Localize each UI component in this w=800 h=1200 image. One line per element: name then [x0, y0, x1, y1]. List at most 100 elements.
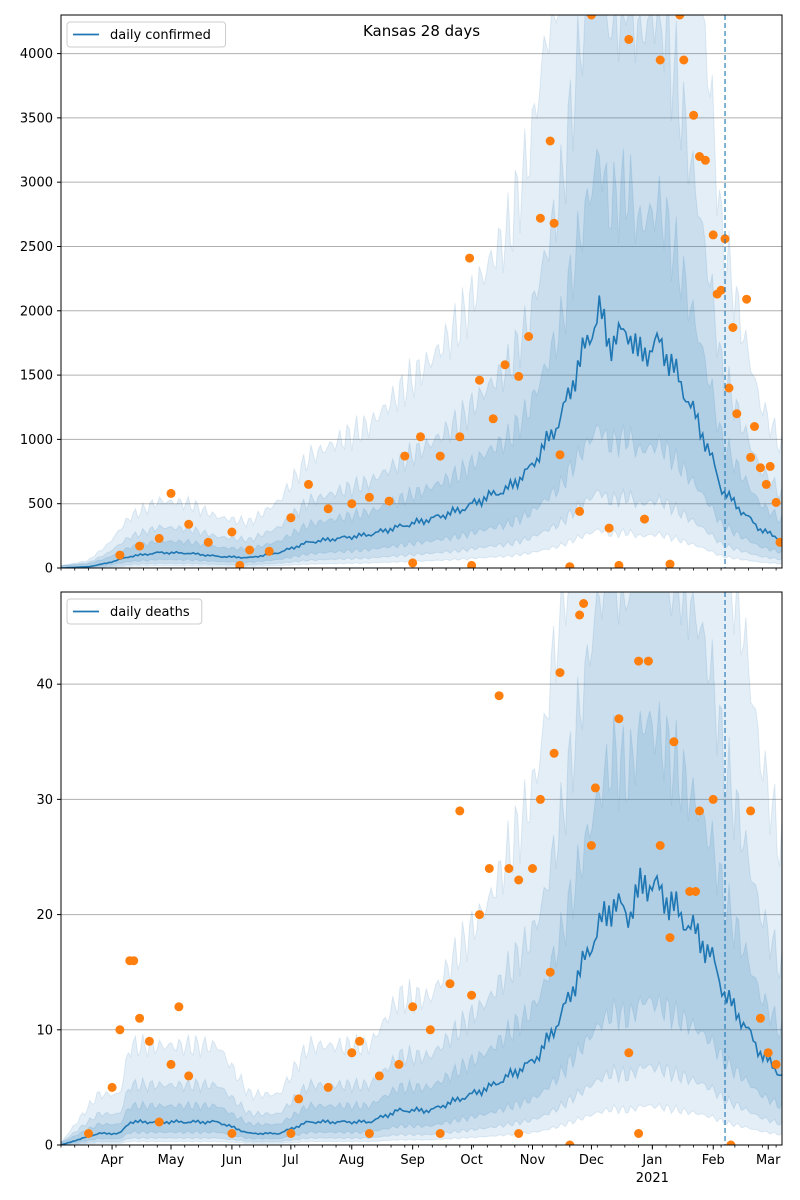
scatter-point-4 — [135, 1013, 145, 1023]
x-tick-label-1: May — [158, 1153, 185, 1168]
scatter-point-5 — [144, 1036, 154, 1046]
x-tick-label-11: Mar — [756, 1153, 781, 1168]
scatter-point-0 — [115, 550, 125, 560]
chart-panel-1: 0 500 1000 1500 2000 2500 3000 3500 4000 Kansas 2… — [20, 14, 783, 577]
scatter-point-29 — [555, 668, 565, 678]
scatter-point-30 — [575, 610, 585, 620]
scatter-point-39 — [700, 155, 710, 165]
scatter-point-26 — [535, 794, 545, 804]
scatter-point-27 — [545, 967, 555, 977]
axes-frame — [60, 14, 783, 569]
scatter-point-30 — [586, 15, 596, 20]
y-tick-label-4: 2000 — [20, 304, 53, 319]
scatter-point-26 — [545, 136, 555, 146]
scatter-point-13 — [364, 492, 374, 502]
scatter-point-1 — [115, 1025, 125, 1035]
scatter-point-37 — [689, 110, 699, 120]
scatter-point-33 — [590, 783, 600, 793]
scatter-point-8 — [184, 1071, 194, 1081]
scatter-point-33 — [640, 514, 649, 524]
scatter-point-56 — [408, 558, 418, 568]
scatter-point-15 — [408, 1002, 418, 1012]
scatter-point-44 — [708, 794, 718, 804]
scatter-point-31 — [604, 523, 614, 533]
scatter-point-17 — [435, 451, 445, 461]
scatter-point-10 — [323, 1082, 333, 1092]
scatter-point-52 — [286, 1129, 296, 1138]
legend-entry-0: daily deaths — [110, 605, 190, 620]
scatter-point-8 — [264, 546, 274, 556]
axes-frame — [60, 591, 783, 1146]
scatter-point-42 — [691, 887, 701, 896]
y-tick-label-4: 40 — [36, 678, 53, 693]
plot-content — [61, 15, 782, 568]
scatter-point-42 — [716, 285, 726, 295]
scatter-point-17 — [445, 979, 455, 989]
x-tick-label-4: Aug — [339, 1153, 364, 1168]
scatter-point-7 — [174, 1002, 184, 1012]
y-tick-label-5: 2500 — [20, 240, 53, 255]
scatter-point-22 — [500, 360, 510, 370]
scatter-point-23 — [504, 864, 514, 873]
scatter-point-50 — [755, 463, 765, 473]
scatter-point-29 — [575, 506, 585, 516]
scatter-point-53 — [771, 497, 781, 507]
y-tick-label-0: 0 — [45, 1139, 53, 1154]
x-tick-label-8: Dec — [579, 1153, 604, 1168]
scatter-point-48 — [771, 1059, 781, 1069]
scatter-point-20 — [475, 375, 484, 385]
scatter-point-11 — [323, 504, 333, 514]
scatter-point-3 — [129, 956, 139, 966]
scatter-point-1 — [135, 541, 145, 551]
scatter-point-51 — [227, 1129, 237, 1138]
scatter-point-43 — [720, 234, 730, 244]
scatter-point-14 — [394, 1059, 404, 1069]
scatter-point-40 — [669, 737, 679, 747]
scatter-point-16 — [425, 1025, 435, 1035]
scatter-point-23 — [514, 371, 524, 381]
scatter-point-24 — [514, 875, 524, 885]
scatter-point-35 — [675, 15, 685, 20]
legend: daily deaths — [66, 598, 203, 625]
band-outer — [61, 592, 782, 1145]
scatter-point-9 — [286, 513, 296, 523]
scatter-point-21 — [484, 864, 494, 873]
scatter-point-6 — [227, 527, 237, 537]
scatter-point-21 — [488, 414, 498, 424]
scatter-point-57 — [467, 560, 477, 568]
y-tick-label-1: 500 — [28, 497, 53, 512]
scatter-point-19 — [465, 253, 475, 263]
scatter-point-36 — [679, 55, 689, 65]
scatter-point-20 — [475, 910, 484, 920]
scatter-point-46 — [732, 409, 742, 419]
scatter-point-56 — [565, 1140, 575, 1145]
scatter-point-12 — [355, 1036, 365, 1046]
scatter-point-28 — [549, 748, 559, 758]
scatter-point-47 — [742, 294, 752, 304]
scatter-point-57 — [634, 1129, 644, 1138]
scatter-point-53 — [364, 1129, 374, 1138]
scatter-point-52 — [765, 461, 775, 471]
scatter-point-59 — [614, 560, 624, 568]
plot-content — [61, 592, 782, 1145]
x-tick-label-0: Apr — [101, 1153, 124, 1168]
scatter-point-43 — [695, 806, 704, 816]
scatter-point-40 — [708, 230, 718, 240]
scatter-point-15 — [400, 451, 410, 461]
x-tick-label-2: Jun — [221, 1153, 242, 1168]
x-tick-label-10: Feb — [702, 1153, 725, 1168]
scatter-point-58 — [565, 562, 575, 568]
scatter-point-34 — [655, 55, 665, 65]
x-tick-label-9: Jan — [641, 1153, 662, 1168]
y-tick-label-3: 1500 — [20, 369, 53, 384]
scatter-point-47 — [763, 1048, 773, 1058]
scatter-point-46 — [755, 1013, 765, 1023]
scatter-point-19 — [467, 990, 477, 1000]
y-tick-label-2: 20 — [36, 908, 53, 923]
scatter-point-31 — [579, 599, 589, 608]
y-tick-label-2: 1000 — [20, 433, 53, 448]
legend: daily confirmed — [66, 21, 226, 48]
scatter-point-60 — [665, 559, 675, 568]
legend-box — [66, 21, 226, 48]
scatter-point-7 — [245, 545, 255, 555]
